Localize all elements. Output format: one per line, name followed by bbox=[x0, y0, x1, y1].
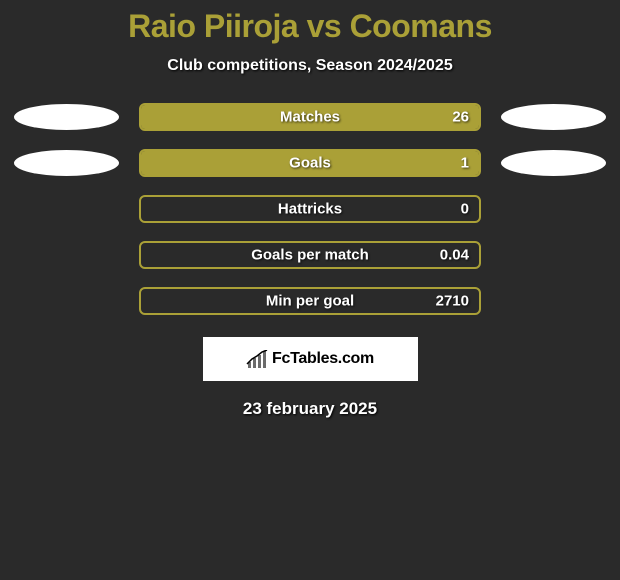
stat-row: Matches 26 bbox=[0, 103, 620, 131]
stat-label: Min per goal bbox=[266, 293, 354, 310]
date-text: 23 february 2025 bbox=[243, 399, 377, 419]
stat-row: Goals 1 bbox=[0, 149, 620, 177]
stat-value: 0 bbox=[461, 201, 469, 218]
subtitle: Club competitions, Season 2024/2025 bbox=[167, 57, 452, 75]
stat-label: Matches bbox=[280, 109, 340, 126]
stat-label: Goals bbox=[289, 155, 331, 172]
logo-box: FcTables.com bbox=[203, 337, 418, 381]
title-player-left: Raio Piiroja bbox=[128, 8, 298, 44]
right-value-ellipse bbox=[501, 104, 606, 130]
stat-label: Goals per match bbox=[251, 247, 369, 264]
stat-value: 0.04 bbox=[440, 247, 469, 264]
stat-label: Hattricks bbox=[278, 201, 342, 218]
logo-text: FcTables.com bbox=[272, 350, 374, 368]
stat-bar: Min per goal 2710 bbox=[139, 287, 481, 315]
stat-value: 1 bbox=[461, 155, 469, 172]
stat-bar: Goals per match 0.04 bbox=[139, 241, 481, 269]
left-value-ellipse bbox=[14, 150, 119, 176]
stat-bar: Matches 26 bbox=[139, 103, 481, 131]
stat-row: Hattricks 0 bbox=[0, 195, 620, 223]
stat-value: 26 bbox=[452, 109, 469, 126]
title-player-right: Coomans bbox=[350, 8, 492, 44]
right-value-ellipse bbox=[501, 150, 606, 176]
stat-bar: Hattricks 0 bbox=[139, 195, 481, 223]
left-value-ellipse bbox=[14, 104, 119, 130]
page-title: Raio Piiroja vs Coomans bbox=[128, 8, 492, 45]
comparison-infographic: Raio Piiroja vs Coomans Club competition… bbox=[0, 0, 620, 419]
stat-row: Min per goal 2710 bbox=[0, 287, 620, 315]
stat-bar: Goals 1 bbox=[139, 149, 481, 177]
logo-chart-icon bbox=[246, 350, 268, 368]
title-vs: vs bbox=[307, 8, 342, 44]
stat-row: Goals per match 0.04 bbox=[0, 241, 620, 269]
stat-value: 2710 bbox=[436, 293, 469, 310]
stats-list: Matches 26 Goals 1 Hattricks 0 Goals per match… bbox=[0, 103, 620, 315]
